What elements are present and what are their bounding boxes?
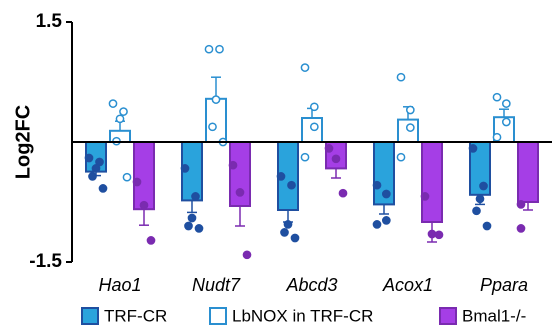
bar xyxy=(517,141,539,203)
data-point xyxy=(396,152,406,162)
data-point xyxy=(228,160,238,170)
data-point xyxy=(300,152,310,162)
data-point xyxy=(211,95,221,104)
data-point xyxy=(516,200,526,209)
data-point xyxy=(91,164,101,173)
data-point xyxy=(204,44,214,54)
x-tick-label: Hao1 xyxy=(98,275,141,295)
legend-label: TRF-CR xyxy=(104,306,167,325)
x-tick-label: Abcd3 xyxy=(285,275,337,295)
bar xyxy=(205,97,227,144)
data-point xyxy=(492,132,502,142)
data-point xyxy=(516,224,526,233)
data-point xyxy=(372,180,382,190)
data-point xyxy=(88,172,97,181)
data-point xyxy=(132,177,142,187)
data-point xyxy=(492,92,502,102)
data-point xyxy=(324,144,334,153)
legend-swatch xyxy=(81,307,99,325)
data-point xyxy=(468,144,478,153)
legend-label: Bmal1-/- xyxy=(462,306,526,325)
data-point xyxy=(98,184,108,193)
data-point xyxy=(482,221,492,231)
data-point xyxy=(194,224,204,233)
data-point xyxy=(300,63,310,72)
data-point xyxy=(290,233,300,243)
data-point xyxy=(405,123,415,132)
x-tick-label: Acox1 xyxy=(382,275,433,295)
legend-swatch xyxy=(439,307,457,325)
x-tick-label: Ppara xyxy=(480,275,528,295)
data-point xyxy=(280,228,289,237)
data-point xyxy=(108,99,118,108)
data-point xyxy=(187,213,197,223)
y-tick-label: 1.5 xyxy=(36,11,63,32)
data-point xyxy=(472,206,481,216)
data-point xyxy=(372,220,382,229)
data-point xyxy=(119,107,128,116)
data-point xyxy=(235,188,245,197)
data-point xyxy=(338,188,348,198)
data-point xyxy=(309,122,319,132)
data-point xyxy=(434,230,444,240)
data-point xyxy=(283,220,293,229)
data-point xyxy=(287,180,296,190)
legend-label: LbNOX in TRF-CR xyxy=(232,306,373,325)
data-point xyxy=(381,216,391,225)
data-point xyxy=(215,44,224,54)
data-point xyxy=(95,157,104,167)
data-point xyxy=(139,200,149,210)
data-point xyxy=(276,172,286,181)
data-point xyxy=(191,192,200,201)
data-point xyxy=(184,221,193,231)
data-point xyxy=(501,99,511,108)
data-point xyxy=(427,229,437,239)
y-tick-label: -1.5 xyxy=(29,251,62,272)
data-point xyxy=(420,192,430,201)
data-point xyxy=(122,172,132,182)
y-axis-label: Log2FC xyxy=(12,105,34,179)
data-point xyxy=(331,154,341,164)
data-point xyxy=(146,236,156,245)
legend-swatch xyxy=(209,307,227,325)
bar xyxy=(421,141,443,223)
data-point xyxy=(501,117,511,127)
data-point xyxy=(309,102,319,112)
data-point xyxy=(396,72,406,82)
data-point xyxy=(475,194,485,204)
data-point xyxy=(381,189,391,199)
data-point xyxy=(84,153,94,163)
data-point xyxy=(479,181,488,191)
data-point xyxy=(180,164,190,173)
x-tick-label: Nudt7 xyxy=(192,275,241,295)
data-point xyxy=(405,105,415,115)
data-point xyxy=(242,250,252,260)
data-point xyxy=(115,114,125,124)
data-point xyxy=(208,122,217,132)
bar xyxy=(133,141,155,211)
